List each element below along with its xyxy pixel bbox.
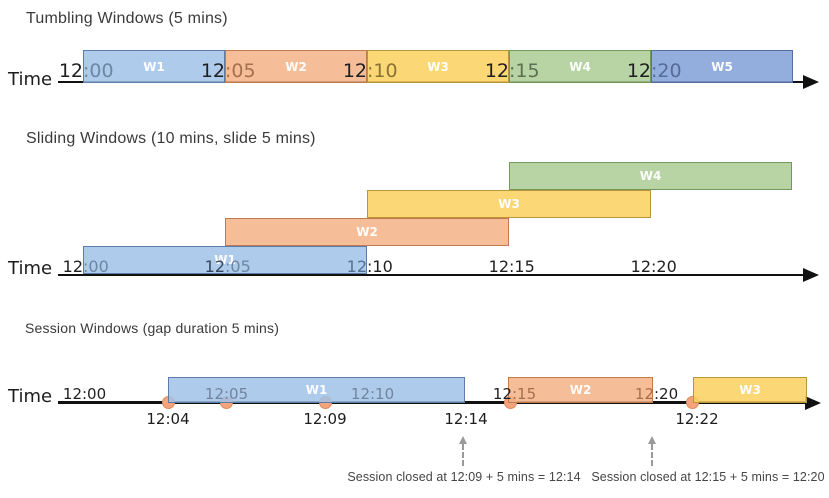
session-close-arrowhead-1	[458, 436, 467, 444]
tick-minute-part: :15	[509, 257, 535, 276]
session-close-arrow-stem-1	[462, 444, 464, 466]
window-box-session-w3	[693, 377, 807, 403]
window-box-tumbling-w4	[509, 50, 651, 83]
window-label-session-w2: W2	[569, 383, 592, 397]
tick-hour-part: 12	[484, 60, 509, 82]
tick-minute-part: :05	[224, 385, 249, 403]
window-box-sliding-w2	[225, 218, 509, 246]
tick-hour-part: 12	[626, 60, 651, 82]
session-close-arrow-stem-2	[651, 444, 653, 466]
event-time-label-1209: 12:09	[303, 410, 347, 428]
tick-hour-part: 12	[630, 257, 651, 276]
window-label-tumbling-w4: W4	[569, 59, 591, 74]
window-box-tumbling-w1	[83, 50, 225, 83]
tick-minute-part: :20	[654, 385, 679, 403]
window-label-session-w3: W3	[739, 383, 761, 397]
tick-minute-part: :10	[367, 60, 398, 82]
tick-hour-part: 12	[488, 257, 509, 276]
tick-hour-part: 12	[350, 385, 370, 403]
time-axis-label-session: Time	[8, 386, 53, 407]
diagram-title-tumbling: Tumbling Windows (5 mins)	[26, 10, 228, 27]
window-label-session-w1: W1	[305, 383, 328, 397]
tick-minute-part: :20	[651, 257, 677, 276]
window-label-sliding-w1: W1	[214, 253, 236, 267]
session-close-arrowhead-2	[647, 436, 656, 444]
tick-minute-part: :05	[225, 257, 251, 276]
window-label-tumbling-w1: W1	[143, 59, 165, 74]
diagram-title-session: Session Windows (gap duration 5 mins)	[25, 320, 280, 336]
window-label-sliding-w3: W3	[498, 197, 520, 211]
tick-hour-part: 12	[204, 385, 224, 403]
window-box-tumbling-w2	[225, 50, 367, 83]
window-box-tumbling-w5	[651, 50, 793, 83]
window-label-tumbling-w2: W2	[285, 59, 307, 74]
session-close-annotation-1: Session closed at 12:09 + 5 mins = 12:14	[347, 470, 581, 484]
session-close-annotation-2: Session closed at 12:15 + 5 mins = 12:20	[591, 470, 825, 484]
tick-hour-part: 12	[58, 60, 83, 82]
tick-minute-part: :00	[82, 385, 107, 403]
tick-minute-part: :15	[512, 385, 537, 403]
window-box-session-w1	[168, 377, 465, 403]
diagram-title-sliding: Sliding Windows (10 mins, slide 5 mins)	[26, 130, 316, 147]
tick-minute-part: :05	[225, 60, 256, 82]
tick-hour-part: 12	[634, 385, 654, 403]
tick-minute-part: :00	[83, 60, 114, 82]
window-box-session-w2	[508, 377, 653, 403]
window-box-sliding-w1	[83, 246, 367, 274]
time-axis-arrowhead-sliding	[803, 267, 819, 282]
tick-minute-part: :10	[370, 385, 395, 403]
window-box-tumbling-w3	[367, 50, 509, 83]
time-axis-arrowhead-tumbling	[803, 74, 819, 89]
window-label-tumbling-w5: W5	[711, 59, 733, 74]
tick-hour-part: 12	[62, 257, 83, 276]
event-time-label-1222: 12:22	[675, 410, 719, 428]
window-label-tumbling-w3: W3	[427, 59, 449, 74]
tick-hour-part: 12	[204, 257, 225, 276]
time-axis-label-sliding: Time	[8, 258, 53, 279]
tick-hour-part: 12	[200, 60, 225, 82]
time-axis-label-tumbling: Time	[8, 69, 53, 90]
event-time-label-1214: 12:14	[444, 410, 488, 428]
window-label-sliding-w2: W2	[356, 225, 378, 239]
event-time-label-1204: 12:04	[146, 410, 190, 428]
time-axis-sliding	[58, 273, 803, 277]
window-box-sliding-w4	[509, 162, 792, 190]
time-axis-arrowhead-session	[805, 395, 821, 410]
tick-hour-part: 12	[342, 60, 367, 82]
tick-minute-part: :00	[83, 257, 109, 276]
tick-hour-part: 12	[346, 257, 367, 276]
tick-minute-part: :15	[509, 60, 540, 82]
window-label-sliding-w4: W4	[639, 169, 662, 183]
window-box-sliding-w3	[367, 190, 651, 218]
tick-hour-part: 12	[62, 385, 82, 403]
tick-minute-part: :20	[651, 60, 682, 82]
tick-hour-part: 12	[492, 385, 512, 403]
tick-minute-part: :10	[367, 257, 393, 276]
